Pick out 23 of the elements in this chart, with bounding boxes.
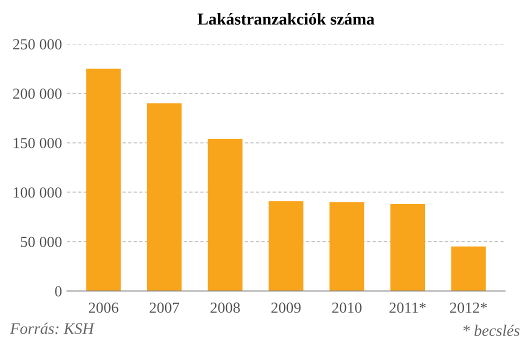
x-tick-label: 2006 [88, 302, 118, 313]
bar [208, 138, 243, 291]
y-tick-label: 50 000 [21, 236, 62, 248]
x-tick-label: 2011* [390, 302, 426, 313]
bar [86, 68, 121, 291]
x-tick-label: 2007 [150, 302, 180, 313]
bar [146, 103, 182, 291]
x-tick-label: 2012* [450, 302, 487, 313]
y-tick-label: 250 000 [13, 39, 62, 50]
x-tick-label: 2009 [271, 302, 301, 313]
y-tick-label: 0 [55, 286, 62, 296]
chart-title: Lakástranzakciók száma [198, 12, 374, 25]
bar [329, 202, 364, 291]
bar [268, 201, 304, 291]
bar [390, 204, 426, 291]
x-tick-label: 2010 [332, 302, 362, 313]
text: * becslés [463, 324, 520, 336]
y-tick-label: 200 000 [13, 88, 62, 99]
x-tick-label: 2008 [210, 302, 240, 313]
bar [451, 246, 486, 291]
y-tick-label: 150 000 [14, 138, 62, 148]
text: Forrás: KSH [10, 322, 95, 334]
y-tick-label: 100 000 [14, 187, 62, 198]
